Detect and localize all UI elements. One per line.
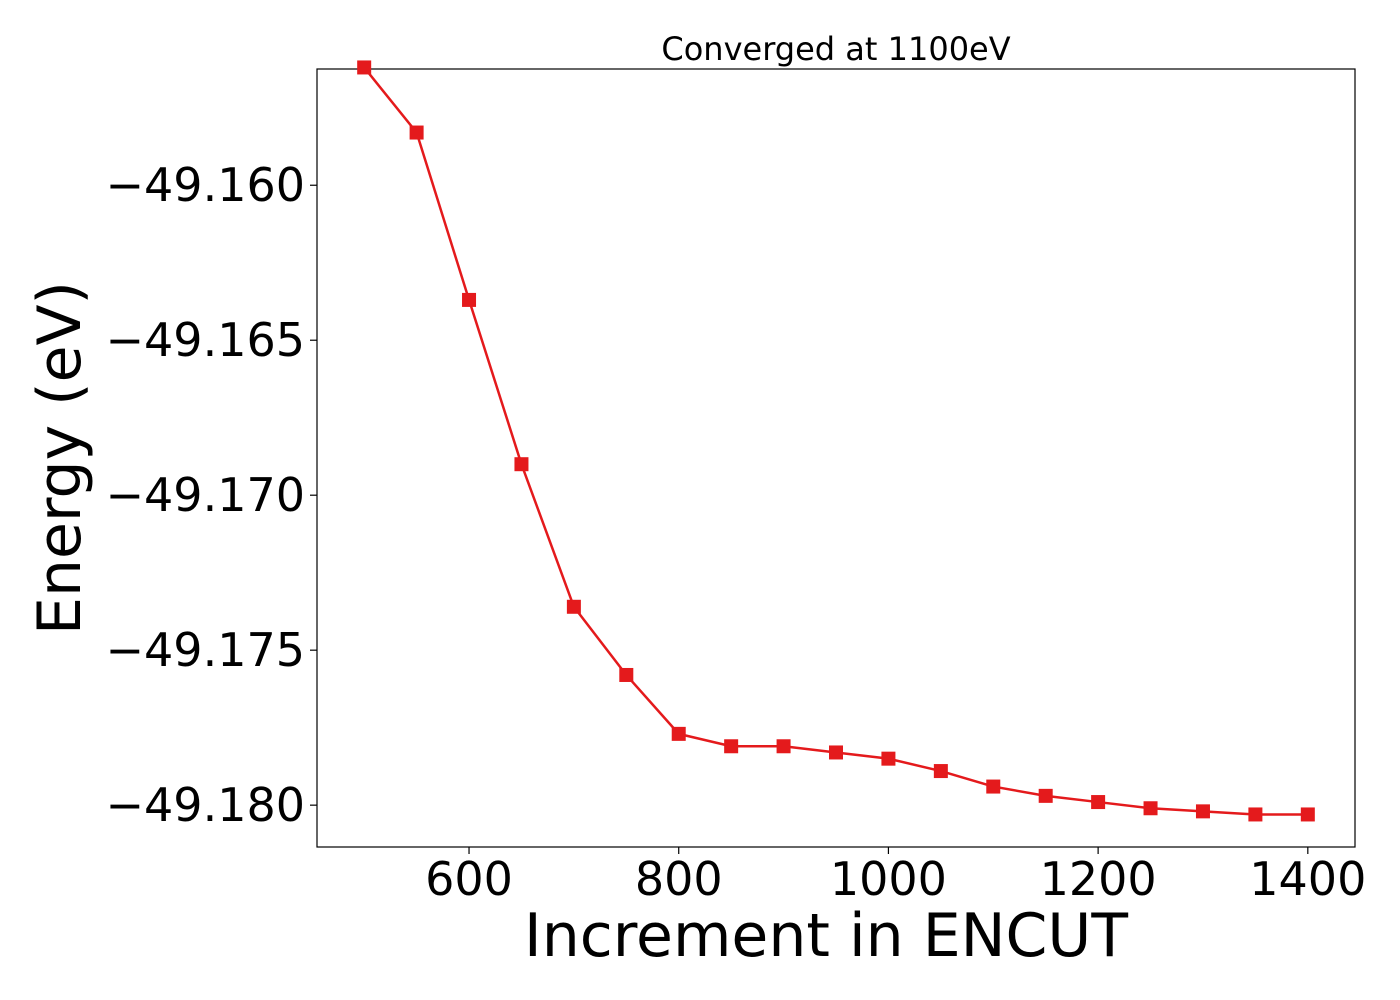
- y-tick-label: −49.165: [106, 313, 306, 367]
- y-tick-label: −49.160: [106, 158, 306, 212]
- data-point-marker: [566, 599, 581, 614]
- data-point-marker: [1091, 795, 1106, 810]
- x-tick-label: 800: [635, 852, 723, 906]
- y-axis-ticks: −49.160 −49.165 −49.170 −49.175 −49.180: [106, 158, 317, 832]
- x-tick-label: 1400: [1249, 852, 1366, 906]
- x-axis-label: Increment in ENCUT: [524, 901, 1128, 971]
- x-tick-label: 1200: [1040, 852, 1157, 906]
- data-point-marker: [829, 745, 843, 760]
- data-point-marker: [986, 779, 1001, 794]
- data-point-marker: [671, 726, 686, 741]
- x-tick-label: 1000: [830, 852, 947, 906]
- data-point-marker: [1195, 804, 1210, 819]
- data-point-marker: [409, 125, 424, 140]
- data-point-marker: [1038, 788, 1053, 803]
- data-point-marker: [462, 292, 477, 307]
- data-point-marker: [776, 739, 791, 754]
- chart-title: Converged at 1100eV: [661, 30, 1010, 68]
- data-point-marker: [514, 457, 529, 472]
- y-tick-label: −49.175: [106, 623, 306, 677]
- y-axis-label: Energy (eV): [25, 281, 95, 635]
- plot-area: [316, 68, 1356, 848]
- x-tick-label: 600: [425, 852, 513, 906]
- series-layer: [357, 60, 1315, 822]
- data-point-marker: [933, 764, 948, 779]
- data-point-marker: [1248, 807, 1263, 822]
- data-point-marker: [881, 751, 896, 766]
- x-axis-ticks: 600 800 1000 1200 1400: [425, 847, 1366, 906]
- data-point-marker: [1143, 801, 1158, 816]
- y-tick-label: −49.180: [106, 778, 306, 832]
- data-point-marker: [357, 60, 372, 75]
- data-point-marker: [1300, 807, 1315, 822]
- y-tick-label: −49.170: [106, 468, 306, 522]
- data-point-marker: [619, 667, 634, 682]
- data-point-marker: [724, 739, 739, 754]
